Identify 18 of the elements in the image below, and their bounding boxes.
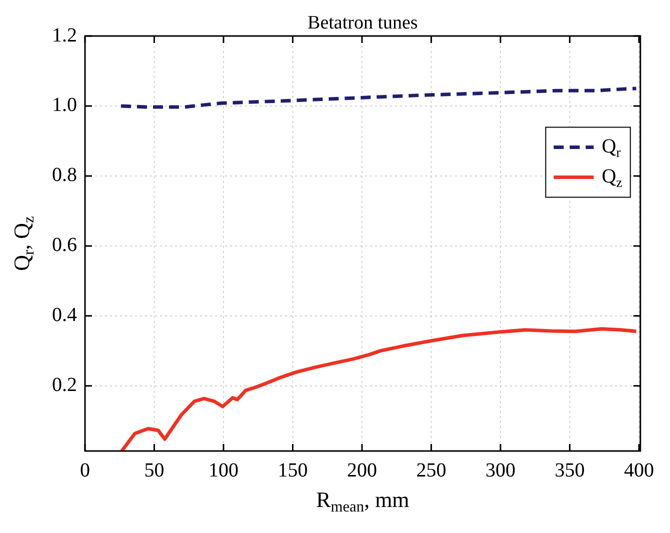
y-tick-label: 0.6 <box>52 234 77 256</box>
chart-title: Betatron tunes <box>308 12 418 34</box>
x-tick-label: 300 <box>485 459 516 482</box>
x-tick-label: 0 <box>80 459 90 482</box>
x-tick-label: 400 <box>624 459 654 482</box>
y-tick-label: 0.8 <box>52 164 77 186</box>
y-tick-label: 0.2 <box>52 374 77 396</box>
y-tick-label: 1.2 <box>52 24 77 46</box>
x-tick-label: 150 <box>278 459 308 482</box>
x-tick-label: 250 <box>416 459 446 482</box>
y-tick-label: 0.4 <box>52 304 77 326</box>
x-tick-label: 350 <box>554 459 585 482</box>
y-tick-label: 1.0 <box>52 94 77 116</box>
y-axis-title: Qr, Qz <box>8 216 38 271</box>
x-tick-label: 50 <box>144 459 164 482</box>
line-series <box>119 86 638 109</box>
x-tick-label: 100 <box>208 459 238 482</box>
x-tick-label: 200 <box>346 459 377 482</box>
